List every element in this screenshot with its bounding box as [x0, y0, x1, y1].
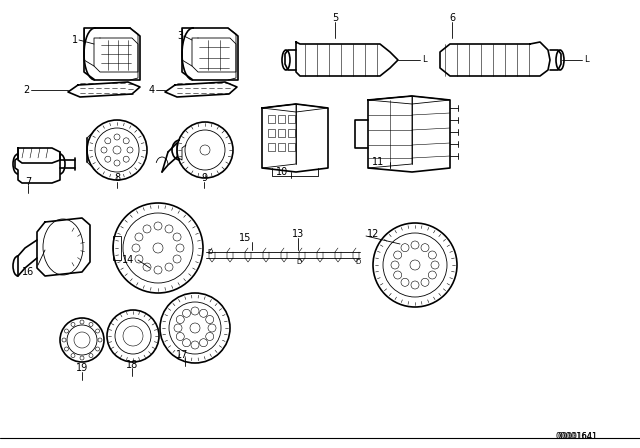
Text: 14: 14: [122, 255, 134, 265]
Bar: [288, 129, 295, 137]
Text: D: D: [355, 259, 360, 265]
Text: 6: 6: [449, 13, 455, 23]
Bar: [268, 115, 275, 123]
Text: 7: 7: [25, 177, 31, 187]
Text: L: L: [584, 56, 589, 65]
Text: 11: 11: [372, 157, 384, 167]
Text: 1: 1: [72, 35, 78, 45]
Text: 00001641: 00001641: [558, 432, 598, 441]
Text: 15: 15: [239, 233, 251, 243]
Text: D: D: [207, 249, 212, 255]
Text: 12: 12: [367, 229, 380, 239]
Text: 16: 16: [22, 267, 34, 277]
Text: D: D: [296, 259, 301, 265]
Text: 2: 2: [24, 85, 30, 95]
Text: 19: 19: [76, 363, 88, 373]
Bar: [268, 143, 275, 151]
Text: 17: 17: [176, 350, 188, 360]
Bar: [278, 129, 285, 137]
Bar: [278, 115, 285, 123]
Bar: [113, 236, 121, 260]
Text: 9: 9: [201, 173, 207, 183]
Bar: [288, 143, 295, 151]
Bar: [288, 115, 295, 123]
Text: 8: 8: [114, 173, 120, 183]
Text: 3: 3: [177, 31, 183, 41]
Text: 4: 4: [149, 85, 155, 95]
Text: L: L: [422, 56, 427, 65]
Text: 13: 13: [292, 229, 304, 239]
Bar: [278, 143, 285, 151]
Bar: [268, 129, 275, 137]
Text: 5: 5: [332, 13, 338, 23]
Text: 00001641: 00001641: [556, 432, 598, 441]
Text: 18: 18: [126, 360, 138, 370]
Text: 10: 10: [276, 167, 288, 177]
